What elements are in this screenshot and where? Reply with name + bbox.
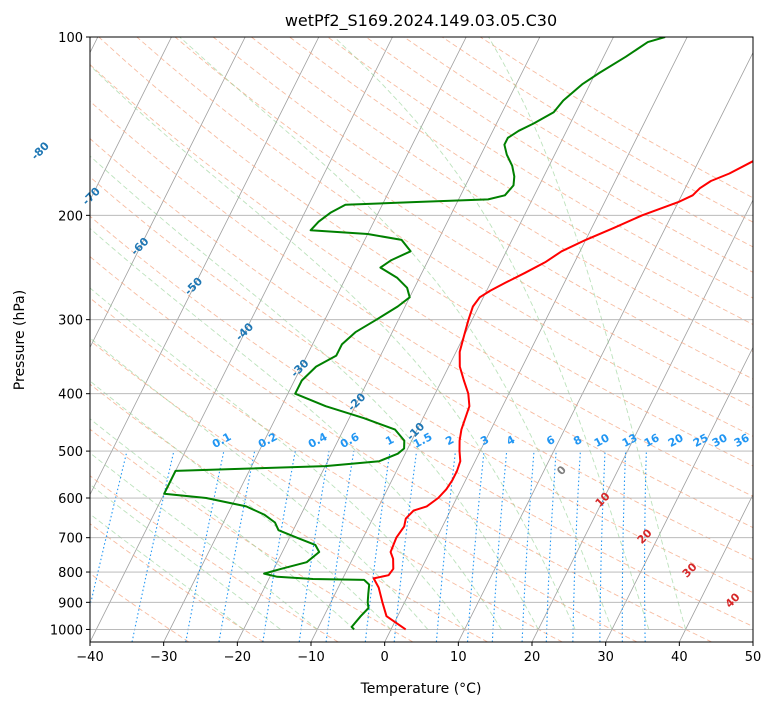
x-tick-label: 20 (524, 650, 541, 665)
x-axis-ticks: −40 −30 −20 −10 0 10 20 30 40 50 (76, 642, 761, 665)
isotherm-line (90, 37, 172, 201)
x-tick-label: −30 (150, 650, 177, 665)
mixing-ratio-label: 10 (592, 431, 612, 450)
dry-adiabat-line (90, 100, 753, 529)
dry-adiabat-line (98, 37, 753, 467)
y-tick-label: 100 (58, 31, 83, 46)
dry-adiabat-line (289, 37, 753, 325)
mixing-ratio-label: 30 (710, 431, 730, 450)
x-tick-label: −40 (76, 650, 103, 665)
dry-adiabat-line (174, 37, 753, 408)
x-tick-label: −10 (297, 650, 324, 665)
profile-line (163, 37, 666, 631)
x-tick-label: −20 (224, 650, 251, 665)
moist-adiabat-line (90, 287, 465, 630)
y-tick-label: 400 (58, 388, 83, 403)
dry-adiabat-line (90, 383, 488, 642)
moist-adiabat-line (179, 37, 613, 630)
y-tick-label: 700 (58, 532, 83, 547)
chart-title: wetPf2_S169.2024.149.03.05.C30 (285, 11, 557, 31)
dry-adiabat-line (90, 339, 563, 642)
dry-adiabat-line (90, 138, 753, 561)
isotherm-line (90, 37, 246, 349)
y-tick-label: 600 (58, 492, 83, 507)
isotherm-line (605, 346, 753, 642)
dry-adiabat-line (90, 475, 339, 642)
profile-series (163, 37, 753, 631)
isotherm-line (90, 37, 393, 642)
x-tick-label: 0 (381, 650, 389, 665)
profile-line (372, 160, 753, 631)
moist-adiabat-line (90, 227, 502, 630)
moist-adiabat-line (488, 37, 687, 630)
y-axis-label: Pressure (hPa) (12, 290, 28, 390)
mixing-ratio-label: 13 (620, 431, 640, 450)
dry-adiabat-line (90, 256, 712, 642)
mixing-ratio-line (298, 451, 330, 642)
isotherm-line (457, 51, 753, 642)
moist-adiabat-line (90, 337, 429, 630)
y-tick-label: 900 (58, 596, 83, 611)
x-axis-label: Temperature (°C) (360, 681, 482, 697)
isotherm-line (531, 199, 753, 642)
moist-adiabat-line (90, 483, 281, 630)
mixing-ratio-line (90, 450, 128, 609)
isotherm-line (236, 37, 541, 642)
moist-adiabat-line (333, 37, 650, 630)
dry-adiabat-line (90, 176, 753, 594)
dry-adiabat-line (251, 37, 753, 352)
dry-adiabat-line (212, 37, 753, 380)
plot-frame (89, 36, 754, 643)
mixing-ratio-line (466, 451, 485, 642)
mixing-ratio-line (435, 451, 456, 642)
mixing-ratio-line (131, 450, 175, 642)
y-axis-ticks: 100 200 300 400 500 600 700 800 900 1000 (50, 31, 90, 638)
mixing-ratio-label: 16 (642, 431, 662, 450)
x-tick-label: 40 (671, 650, 688, 665)
isotherm-line (678, 493, 753, 642)
x-tick-label: 10 (450, 650, 467, 665)
y-tick-label: 300 (58, 314, 83, 329)
dry-adiabat-line (90, 63, 753, 497)
mixing-ratio-label: 25 (691, 431, 711, 450)
y-tick-label: 500 (58, 445, 83, 460)
y-tick-label: 200 (58, 209, 83, 224)
mixing-ratio-label: 36 (732, 431, 752, 450)
x-tick-label: 50 (745, 650, 762, 665)
dry-adiabat-line (90, 297, 638, 642)
isotherm-line (384, 37, 688, 642)
dry-adiabat-line (90, 215, 753, 628)
isotherm-line (90, 37, 320, 496)
mixing-ratio-line (393, 451, 418, 642)
moist-adiabat-line (90, 452, 318, 630)
x-tick-label: 30 (597, 650, 614, 665)
isotherm-line (163, 37, 467, 642)
moist-adiabat-line (90, 380, 392, 630)
mixing-ratio-label: 20 (666, 431, 686, 450)
moist-adiabat-line (90, 64, 576, 630)
dry-adiabat-line (90, 572, 190, 642)
y-tick-label: 800 (58, 566, 83, 581)
mixing-ratio-line (325, 451, 355, 642)
mixing-ratio-line (364, 451, 391, 642)
y-tick-label: 1000 (50, 623, 83, 638)
